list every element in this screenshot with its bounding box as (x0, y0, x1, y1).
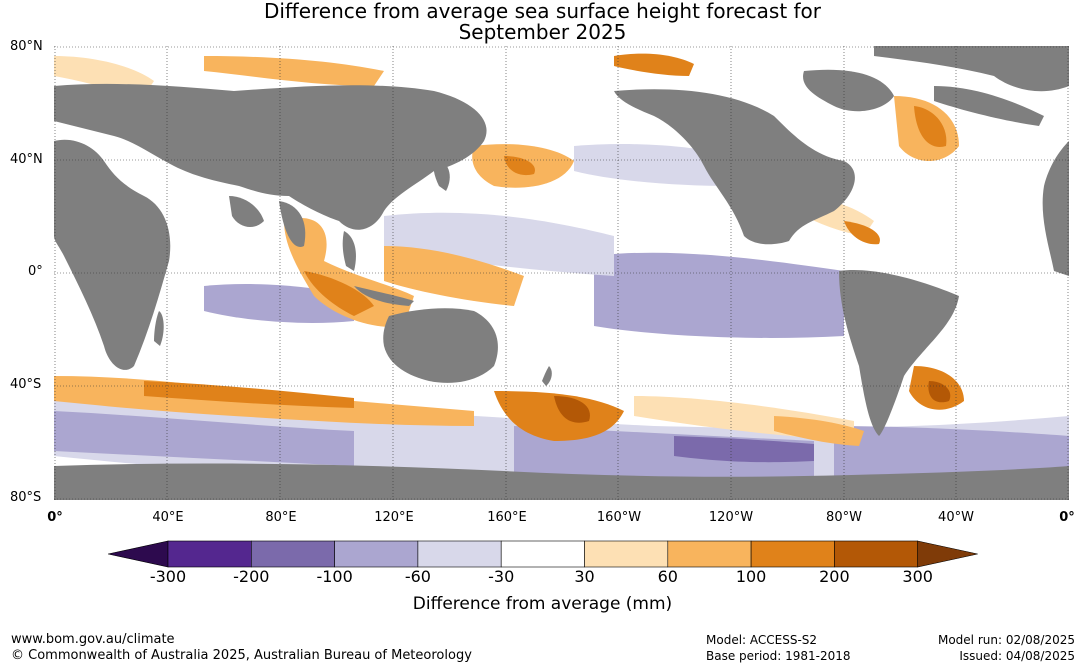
map-title-line-1: Difference from average sea surface heig… (263, 0, 822, 23)
lon-label-40e: 40°E (152, 510, 184, 525)
colorbar-segment (500, 540, 585, 568)
lat-label-80s: 80°S (10, 490, 42, 505)
lon-label-40w: 40°W (938, 510, 974, 525)
south-america (839, 270, 959, 436)
lon-label-160e: 160°E (487, 510, 527, 525)
lon-label-160w: 160°W (596, 510, 642, 525)
colorbar-tick-label: 200 (819, 567, 850, 586)
footer-model: Model: ACCESS-S2 (706, 633, 818, 647)
arabia (229, 196, 264, 228)
colorbar-segment (667, 540, 752, 568)
footer-base-period: Base period: 1981-2018 (706, 649, 851, 663)
colorbar-tick-label: -300 (149, 567, 187, 586)
land-masses (54, 46, 1069, 500)
colorbar-segment (334, 540, 419, 568)
graticule (54, 46, 1069, 500)
colorbar-segment (834, 540, 919, 568)
lon-label-80e: 80°E (265, 510, 297, 525)
lon-label-120w: 120°W (708, 510, 754, 525)
colorbar-tick-label: 100 (735, 567, 767, 586)
lat-label-40n: 40°N (10, 152, 43, 167)
map-title-line-2: September 2025 (458, 20, 627, 44)
sea-surface-height-map (54, 46, 1069, 500)
lon-label-120e: 120°E (374, 510, 414, 525)
india (279, 201, 306, 247)
colorbar-segment (167, 540, 252, 568)
europe-africa-right (1042, 141, 1069, 276)
footer-issued: Issued: 04/08/2025 (959, 649, 1075, 663)
colorbar-tick-label: 300 (902, 567, 933, 586)
greenland (934, 86, 1044, 126)
lon-label-80w: 80°W (826, 510, 862, 525)
footer-url: www.bom.gov.au/climate (11, 632, 175, 647)
colorbar-tick-label: -100 (316, 567, 353, 586)
colorbar-segment (750, 540, 835, 568)
colorbar-tick-label: 30 (574, 567, 595, 586)
colorbar-tick-label: -30 (488, 567, 515, 586)
australia (383, 308, 498, 383)
lat-label-40s: 40°S (10, 377, 42, 392)
antarctica (54, 463, 1069, 500)
lat-label-0: 0° (28, 264, 43, 279)
colorbar-segment (584, 540, 669, 568)
colorbar-extend-high (917, 540, 978, 568)
north-america (614, 89, 855, 245)
colorbar-tick-label: -200 (233, 567, 270, 586)
colorbar-extend-low (108, 540, 169, 568)
colorbar-segment (417, 540, 502, 568)
footer-model-run: Model run: 02/08/2025 (937, 633, 1075, 647)
colorbar-label: Difference from average (mm) (412, 594, 673, 614)
colorbar-tick-label: -60 (404, 567, 431, 586)
lon-label-0-left: 0° (47, 510, 63, 525)
japan (433, 156, 450, 191)
africa (54, 139, 171, 370)
lat-label-80n: 80°N (10, 39, 43, 54)
eurasia (54, 83, 487, 230)
colorbar (108, 540, 978, 568)
greenland-arctic (874, 46, 1069, 92)
lon-label-0-right: 0° (1059, 510, 1075, 525)
footer-copyright: © Commonwealth of Australia 2025, Austra… (11, 648, 472, 663)
colorbar-tick-label: 60 (657, 567, 678, 586)
colorbar-segment (251, 540, 335, 568)
